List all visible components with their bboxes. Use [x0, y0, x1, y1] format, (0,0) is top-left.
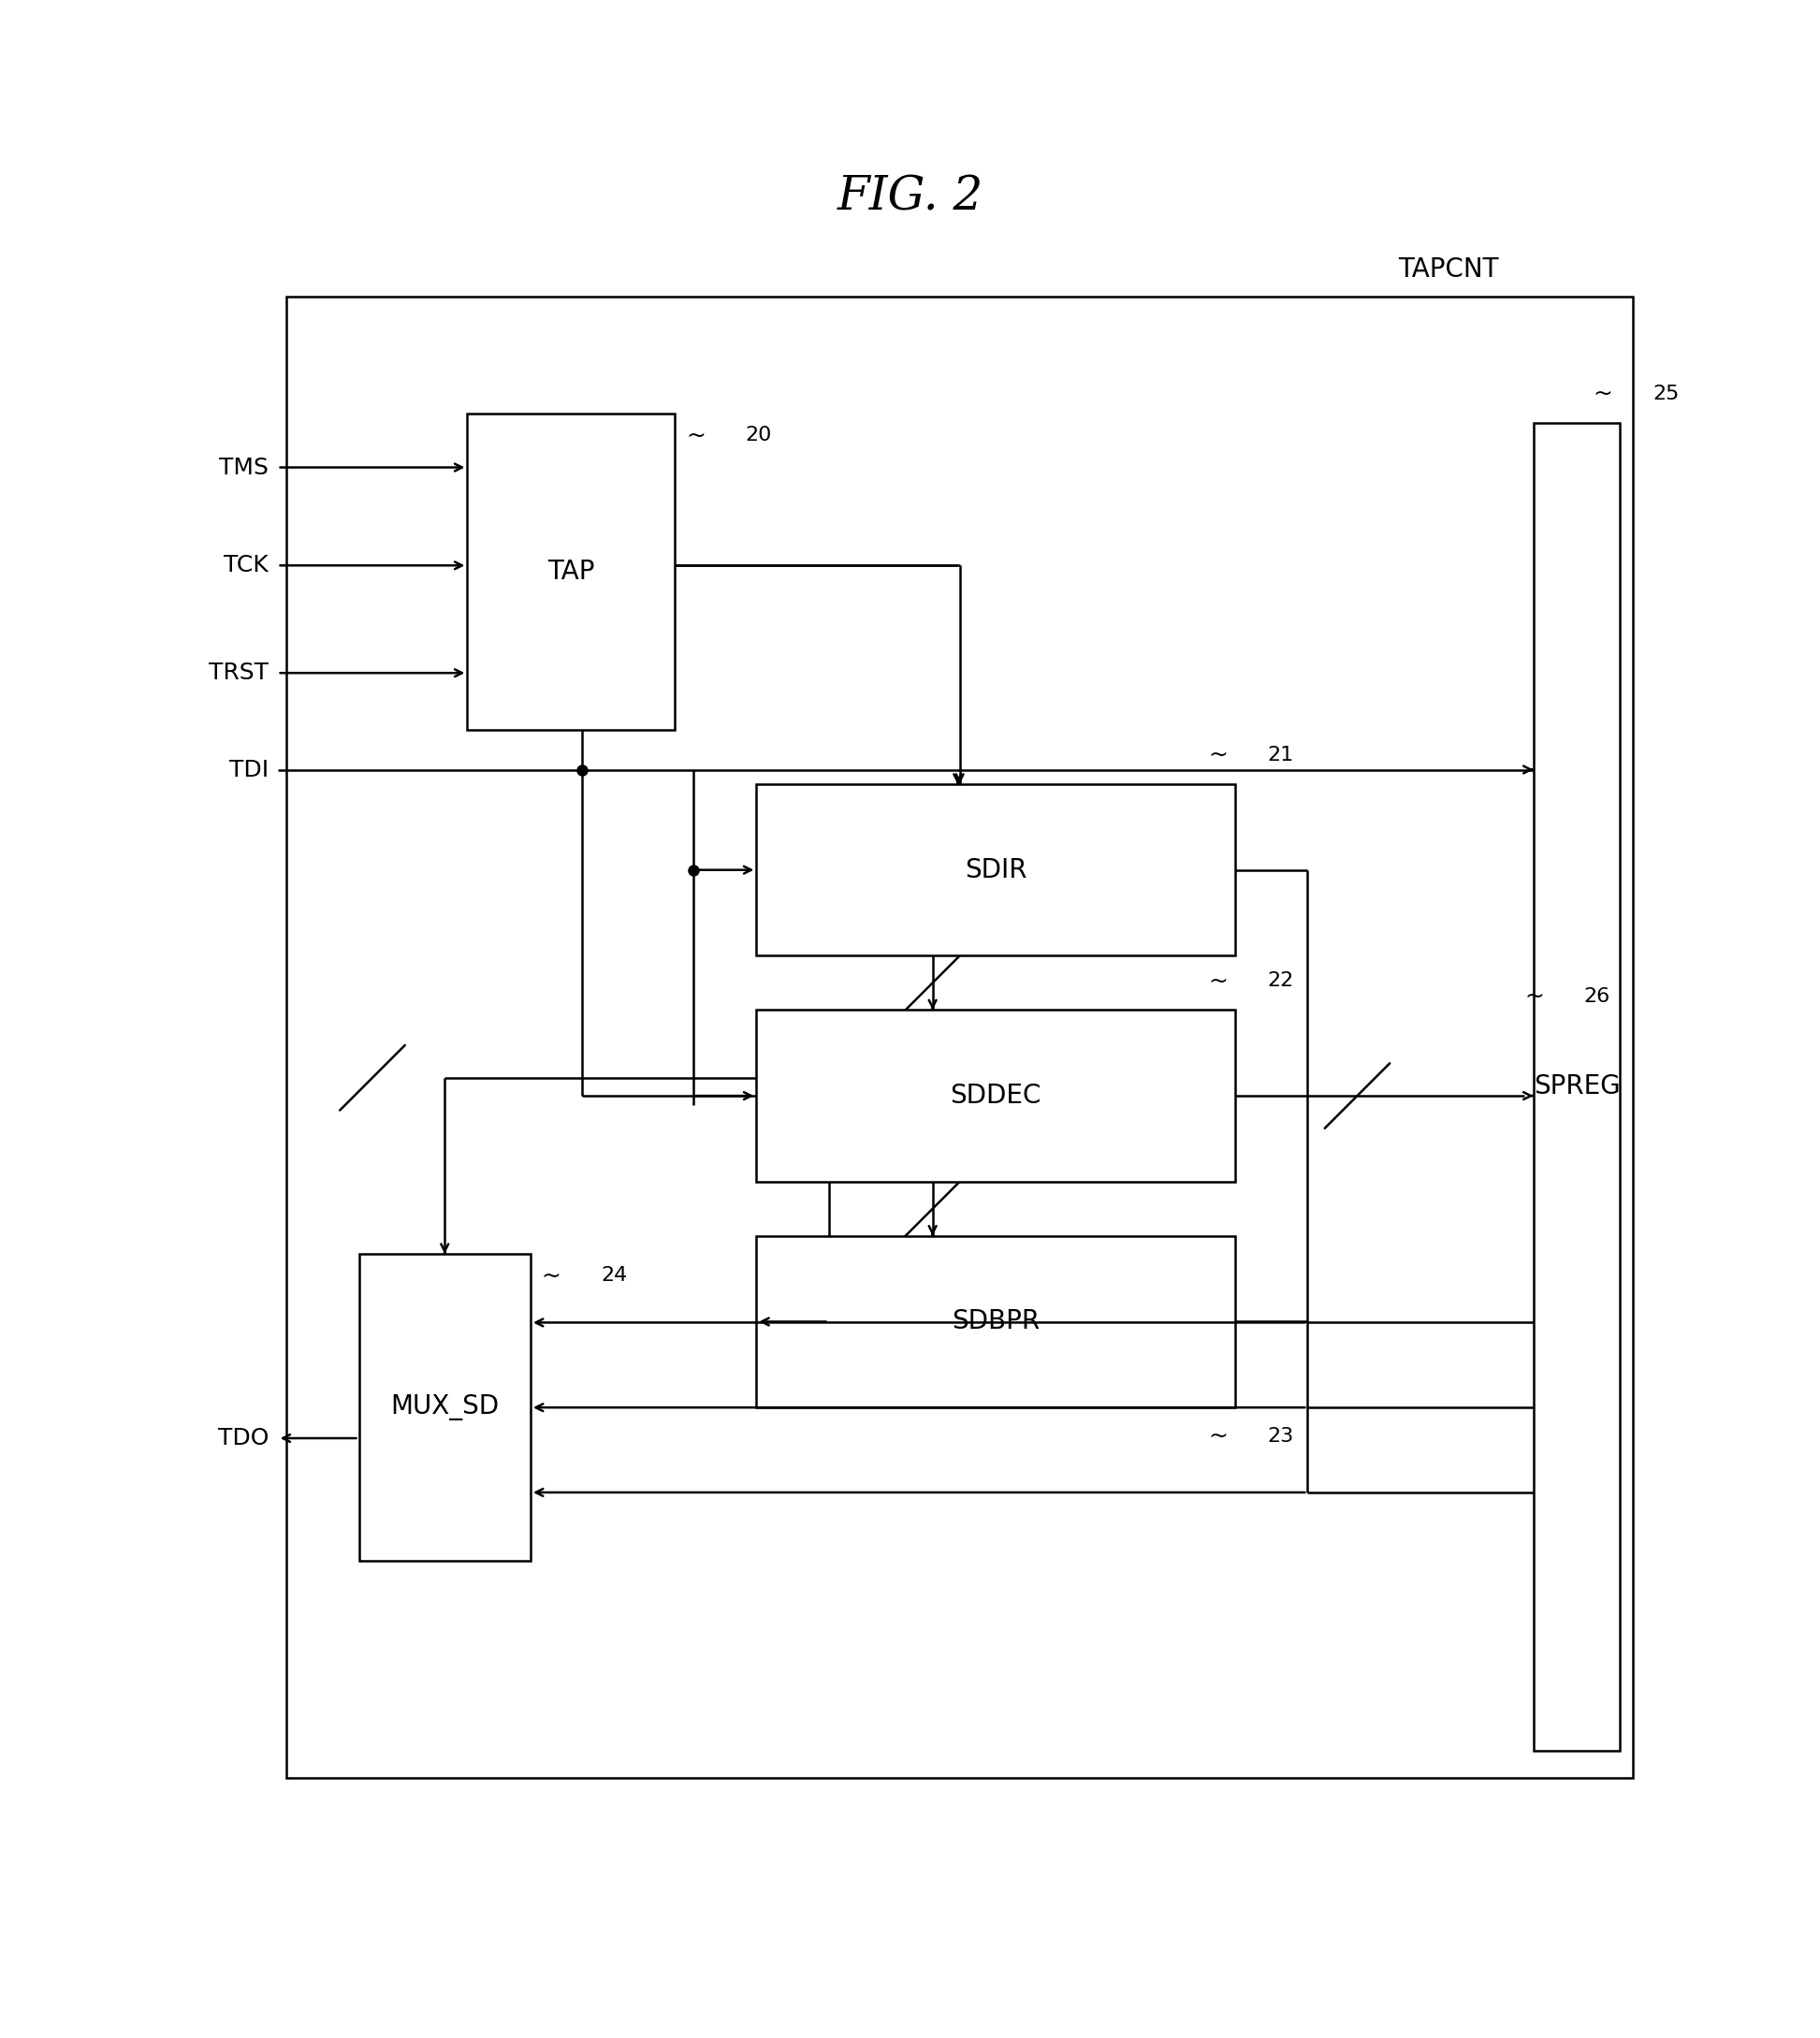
- Text: SDIR: SDIR: [965, 856, 1026, 882]
- Text: 23: 23: [1269, 1427, 1294, 1445]
- Text: 21: 21: [1269, 746, 1294, 764]
- Text: 22: 22: [1269, 972, 1294, 990]
- Text: 25: 25: [1653, 385, 1680, 404]
- Text: FIG. 2: FIG. 2: [837, 173, 983, 220]
- Text: ~: ~: [1208, 970, 1228, 993]
- Text: 26: 26: [1583, 986, 1611, 1007]
- Text: 24: 24: [601, 1266, 628, 1284]
- Text: MUX_SD: MUX_SD: [389, 1394, 499, 1420]
- Bar: [1534, 422, 1620, 1751]
- Bar: [757, 1235, 1236, 1408]
- Text: ~: ~: [1525, 984, 1543, 1007]
- Text: ~: ~: [1208, 744, 1228, 766]
- Bar: [757, 785, 1236, 956]
- Bar: [468, 414, 675, 730]
- Text: ~: ~: [686, 424, 706, 446]
- Text: TDO: TDO: [218, 1427, 269, 1449]
- Text: SPREG: SPREG: [1534, 1074, 1620, 1101]
- Text: TDI: TDI: [229, 758, 269, 781]
- Text: SDBPR: SDBPR: [952, 1308, 1039, 1335]
- Text: ~: ~: [1208, 1425, 1228, 1447]
- Text: TMS: TMS: [218, 457, 269, 479]
- Text: 20: 20: [746, 426, 772, 444]
- Text: ~: ~: [541, 1264, 561, 1286]
- Text: TCK: TCK: [224, 554, 269, 577]
- Text: TAP: TAP: [548, 558, 595, 585]
- Bar: [757, 1011, 1236, 1182]
- Text: TAPCNT: TAPCNT: [1398, 257, 1498, 281]
- Text: TRST: TRST: [209, 662, 269, 685]
- Bar: [286, 296, 1633, 1777]
- Text: ~: ~: [1592, 383, 1613, 406]
- Text: SDDEC: SDDEC: [950, 1082, 1041, 1109]
- Bar: [359, 1253, 530, 1561]
